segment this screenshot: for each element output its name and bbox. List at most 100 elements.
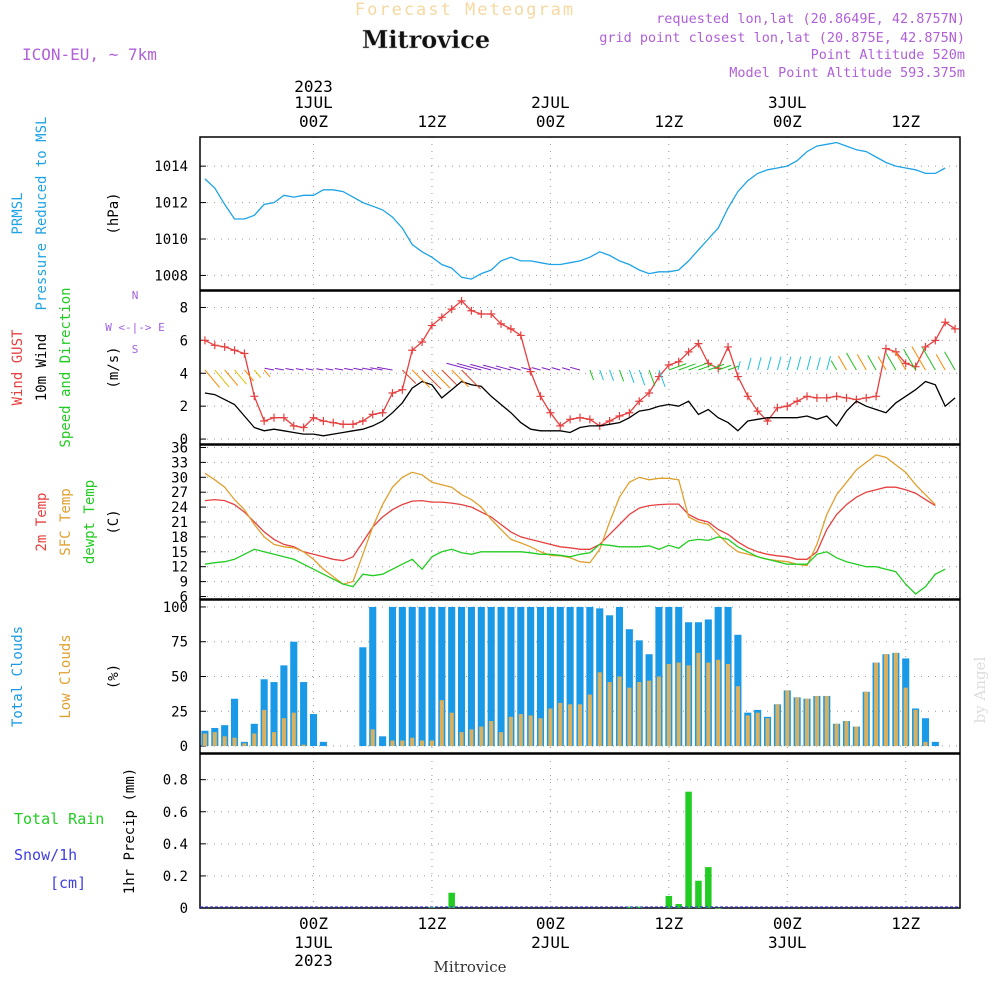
- low-cloud-bar: [271, 732, 277, 747]
- wind-direction-arrow: [316, 368, 324, 371]
- gust-point: [842, 393, 851, 402]
- station-title: Mitrovice: [362, 25, 490, 54]
- panel-label: 10m Wind: [34, 334, 50, 401]
- wind-direction-arrow: [495, 365, 512, 371]
- total-cloud-bar: [379, 736, 387, 747]
- low-cloud-bar: [656, 676, 662, 747]
- wind-direction-arrow: [609, 369, 614, 381]
- gust-point: [220, 342, 229, 351]
- y-tick-label: 100: [163, 600, 188, 616]
- gust-point: [733, 372, 742, 381]
- wind-direction-arrow: [285, 368, 294, 371]
- grid: [200, 137, 960, 290]
- low-cloud-bar: [262, 709, 267, 747]
- y-tick-label: 1012: [154, 196, 188, 212]
- model-label: ICON-EU, ~ 7km: [22, 45, 157, 64]
- total-cloud-bar: [230, 698, 239, 747]
- low-cloud-bar: [420, 740, 425, 747]
- wind-direction-arrow: [796, 356, 802, 371]
- gust-point: [743, 392, 752, 401]
- gust-point: [388, 389, 397, 397]
- gust-point: [783, 402, 792, 411]
- gust-point: [753, 407, 762, 416]
- gust-point: [872, 392, 881, 401]
- low-cloud-bar: [291, 712, 296, 747]
- gust-point: [339, 420, 348, 429]
- total-cloud-bar: [566, 606, 574, 747]
- y-axis-label: 1hr Precip (mm): [122, 768, 138, 894]
- panel-frame: [199, 599, 961, 754]
- low-cloud-bar: [893, 652, 898, 747]
- low-cloud-bar: [568, 704, 573, 747]
- wind-direction-arrow: [638, 369, 646, 386]
- total-cloud-bar: [388, 606, 397, 747]
- gust-point: [724, 342, 733, 351]
- top-axis-date: 2JUL: [531, 93, 570, 112]
- gust-point: [546, 408, 555, 417]
- wind-direction-arrow: [935, 354, 946, 371]
- y-tick-label: 0.2: [163, 869, 188, 885]
- top-axis-hour: 12Z: [654, 112, 683, 131]
- low-cloud-bar: [834, 723, 839, 747]
- panel-1: 1008 1010 1012 1014 (hPa) PRMSL Pressure Reduc…: [10, 117, 961, 310]
- gust-point: [408, 346, 417, 355]
- gust-point: [566, 415, 575, 424]
- wind-direction-arrow: [658, 369, 666, 388]
- rain-bar: [635, 906, 643, 908]
- wind-direction-arrow: [599, 369, 604, 381]
- gust-point: [645, 389, 654, 397]
- wind-direction-arrow: [837, 355, 847, 371]
- gust-point: [684, 347, 693, 356]
- rain-legend-label: Total Rain: [14, 810, 104, 828]
- gust-point: [625, 408, 634, 417]
- panel-label: dewpt Temp: [82, 480, 98, 564]
- model-altitude: Model Point Altitude 593.375m: [729, 65, 965, 81]
- low-cloud-bar: [923, 741, 928, 747]
- y-tick-label: 27: [171, 485, 188, 501]
- top-axis-year: 2023: [294, 77, 333, 96]
- wind-direction-arrow: [885, 353, 897, 371]
- y-tick-label: 0: [180, 432, 188, 448]
- low-cloud-bar: [508, 716, 513, 747]
- gust-point: [773, 403, 782, 412]
- wind-direction-arrow: [830, 360, 838, 371]
- gust-point: [299, 423, 308, 432]
- rain-bar: [626, 906, 633, 908]
- gust-point: [812, 393, 821, 402]
- requested-coords: requested lon,lat (20.8649E, 42.8757N): [656, 11, 965, 27]
- top-axis-date: 3JUL: [768, 93, 807, 112]
- wind-direction-arrow: [894, 351, 907, 371]
- low-cloud-bar: [439, 700, 444, 747]
- y-tick-label: 12: [171, 560, 188, 576]
- wind-direction-arrow: [718, 364, 732, 371]
- series-line-prmsl: [204, 141, 946, 280]
- series-line-10m-wind: [204, 380, 956, 437]
- gust-point: [921, 342, 930, 351]
- gust-point: [506, 324, 515, 333]
- y-tick-label: 1010: [154, 232, 188, 248]
- top-axis-hour: 00Z: [773, 112, 802, 131]
- gust-point: [200, 336, 209, 345]
- rain-bar: [675, 903, 682, 908]
- low-cloud-bar: [370, 729, 375, 747]
- credit-label: by Angel: [971, 656, 989, 723]
- gust-point: [467, 306, 476, 315]
- wind-direction-arrow: [541, 367, 551, 371]
- compass-north: N: [132, 289, 139, 302]
- gust-point: [556, 421, 565, 430]
- low-cloud-bar: [449, 712, 454, 747]
- bottom-axis-hour: 00Z: [773, 914, 802, 933]
- wind-direction-arrow: [786, 356, 792, 371]
- y-tick-label: 1008: [154, 268, 188, 284]
- gust-point: [398, 385, 407, 394]
- y-tick-label: 9: [180, 575, 188, 591]
- gust-point: [664, 361, 673, 370]
- panel-label: Wind GUST: [10, 329, 26, 405]
- rain-bar: [695, 880, 702, 908]
- gust-point: [378, 408, 387, 417]
- wind-direction-arrow: [911, 346, 926, 371]
- y-tick-label: 24: [171, 500, 188, 516]
- wind-direction-arrow: [431, 369, 451, 389]
- gust-point: [348, 420, 357, 429]
